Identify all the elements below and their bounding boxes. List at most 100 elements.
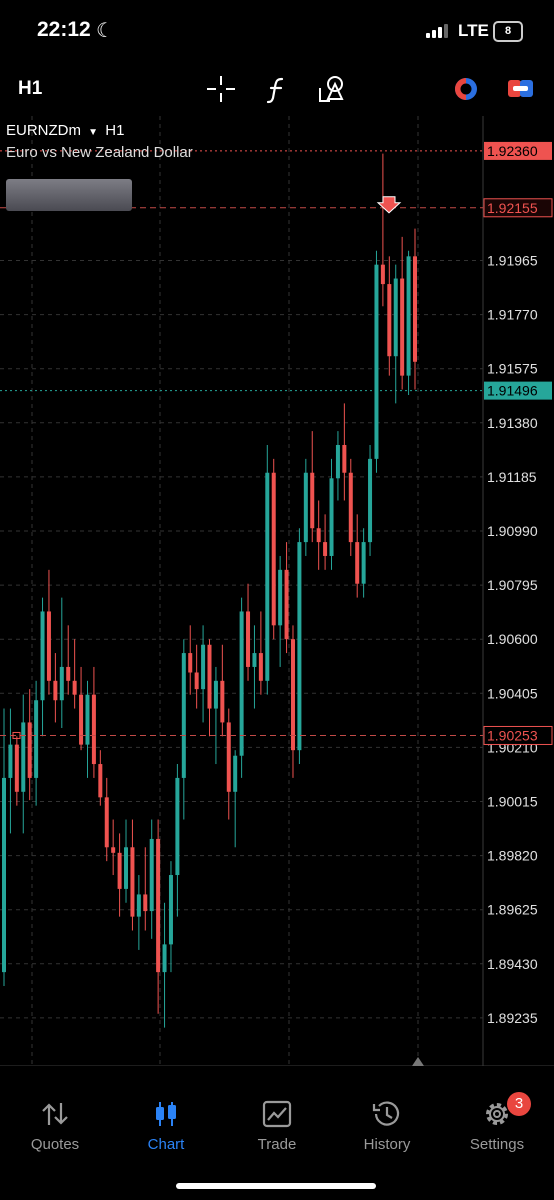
price-axis-label: 1.91575 bbox=[487, 361, 538, 377]
bearish-candle[interactable] bbox=[323, 542, 328, 556]
objects-icon[interactable] bbox=[316, 74, 348, 104]
bearish-candle[interactable] bbox=[316, 528, 321, 543]
bearish-candle[interactable] bbox=[143, 894, 148, 912]
bearish-candle[interactable] bbox=[27, 722, 32, 778]
bearish-candle[interactable] bbox=[348, 472, 353, 543]
high-price-tag-box bbox=[484, 141, 552, 160]
bid-price-tag: 1.91496 bbox=[487, 383, 538, 399]
tab-history[interactable]: History bbox=[332, 1090, 442, 1153]
bearish-candle[interactable] bbox=[355, 542, 360, 584]
bearish-candle[interactable] bbox=[130, 847, 135, 917]
bearish-candle[interactable] bbox=[290, 639, 295, 751]
bullish-candle[interactable] bbox=[252, 653, 257, 667]
bearish-candle[interactable] bbox=[284, 569, 289, 640]
bullish-candle[interactable] bbox=[175, 777, 180, 876]
bullish-candle[interactable] bbox=[124, 847, 129, 889]
bullish-candle[interactable] bbox=[406, 256, 411, 376]
price-axis-label: 1.89235 bbox=[487, 1010, 538, 1026]
bearish-candle[interactable] bbox=[72, 680, 77, 695]
redacted-panel bbox=[6, 179, 132, 211]
bearish-candle[interactable] bbox=[246, 611, 251, 667]
bullish-candle[interactable] bbox=[201, 644, 206, 690]
bullish-candle[interactable] bbox=[162, 944, 167, 973]
bearish-candle[interactable] bbox=[156, 838, 161, 973]
bullish-candle[interactable] bbox=[393, 278, 398, 357]
bullish-candle[interactable] bbox=[265, 472, 270, 681]
bearish-candle[interactable] bbox=[66, 666, 71, 681]
bullish-candle[interactable] bbox=[335, 444, 340, 479]
high-price-tag: 1.92360 bbox=[487, 143, 538, 159]
bearish-candle[interactable] bbox=[220, 680, 225, 723]
bullish-candle[interactable] bbox=[297, 542, 302, 751]
tab-settings[interactable]: Settings bbox=[442, 1090, 552, 1153]
tab-quotes[interactable]: Quotes bbox=[0, 1090, 110, 1153]
bullish-candle[interactable] bbox=[181, 653, 186, 778]
function-icon[interactable] bbox=[262, 74, 294, 104]
bearish-candle[interactable] bbox=[79, 694, 84, 745]
bearish-candle[interactable] bbox=[271, 472, 276, 626]
bullish-candle[interactable] bbox=[278, 569, 283, 626]
crosshair-icon[interactable] bbox=[205, 74, 237, 104]
bullish-candle[interactable] bbox=[85, 694, 90, 745]
bullish-candle[interactable] bbox=[168, 875, 173, 945]
tab-trade[interactable]: Trade bbox=[222, 1090, 332, 1153]
status-bar: 22:12 ☾ LTE 8 bbox=[0, 0, 554, 60]
bullish-candle[interactable] bbox=[239, 611, 244, 756]
tab-label: Quotes bbox=[30, 1136, 80, 1153]
bullish-candle[interactable] bbox=[59, 666, 64, 701]
bearish-candle[interactable] bbox=[14, 744, 19, 792]
order-price-tag: 1.90253 bbox=[487, 727, 538, 743]
bearish-candle[interactable] bbox=[226, 722, 231, 792]
alert-price-tag-box bbox=[483, 198, 553, 218]
bullish-candle[interactable] bbox=[303, 472, 308, 543]
order-price-tag-box bbox=[483, 725, 553, 745]
bearish-candle[interactable] bbox=[380, 264, 385, 285]
bullish-candle[interactable] bbox=[233, 755, 238, 792]
bullish-candle[interactable] bbox=[213, 680, 218, 709]
bullish-candle[interactable] bbox=[21, 722, 26, 792]
bullish-candle[interactable] bbox=[149, 838, 154, 912]
one-click-trading-icon[interactable] bbox=[505, 74, 537, 104]
price-axis-label: 1.89820 bbox=[487, 848, 538, 864]
bullish-candle[interactable] bbox=[374, 264, 379, 459]
symbol-header[interactable]: EURNZDm ▼ H1 bbox=[6, 122, 124, 139]
trade-panel-icon[interactable] bbox=[450, 74, 482, 104]
quotes-arrows-icon bbox=[0, 1090, 110, 1138]
bullish-candle[interactable] bbox=[40, 611, 45, 701]
bullish-candle[interactable] bbox=[329, 478, 334, 556]
bearish-candle[interactable] bbox=[111, 847, 116, 853]
bearish-candle[interactable] bbox=[91, 694, 96, 765]
bearish-candle[interactable] bbox=[98, 764, 103, 798]
bearish-candle[interactable] bbox=[400, 278, 405, 376]
price-chart[interactable]: 1.91965 1.91770 1.91575 1.91380 1.91185 1.909… bbox=[0, 116, 554, 1066]
bearish-candle[interactable] bbox=[413, 256, 417, 362]
tab-chart[interactable]: Chart bbox=[111, 1090, 221, 1153]
bearish-candle[interactable] bbox=[53, 680, 58, 701]
timeframe-selector[interactable]: H1 bbox=[18, 78, 43, 99]
bullish-candle[interactable] bbox=[368, 458, 373, 543]
tab-label: Trade bbox=[257, 1136, 297, 1153]
bullish-candle[interactable] bbox=[34, 700, 39, 778]
bearish-candle[interactable] bbox=[104, 797, 109, 848]
bearish-candle[interactable] bbox=[117, 852, 122, 889]
bullish-candle[interactable] bbox=[8, 744, 13, 778]
bearish-candle[interactable] bbox=[258, 653, 263, 681]
bullish-candle[interactable] bbox=[361, 542, 366, 584]
price-axis-label: 1.90600 bbox=[487, 631, 538, 647]
alert-price-tag: 1.92155 bbox=[487, 200, 538, 216]
bullish-candle[interactable] bbox=[136, 894, 141, 917]
bearish-candle[interactable] bbox=[387, 284, 392, 357]
sell-arrow-icon[interactable] bbox=[376, 196, 402, 214]
bearish-candle[interactable] bbox=[194, 672, 199, 690]
bearish-candle[interactable] bbox=[188, 653, 193, 673]
bearish-candle[interactable] bbox=[46, 611, 51, 681]
bullish-candle[interactable] bbox=[2, 777, 6, 973]
price-axis-label: 1.91380 bbox=[487, 415, 538, 431]
tab-label: Chart bbox=[147, 1136, 185, 1153]
moon-icon: ☾ bbox=[96, 20, 114, 42]
bearish-candle[interactable] bbox=[342, 444, 347, 473]
bearish-candle[interactable] bbox=[310, 472, 315, 529]
home-indicator[interactable] bbox=[176, 1183, 376, 1189]
trade-chart-icon bbox=[222, 1090, 332, 1138]
bearish-candle[interactable] bbox=[207, 644, 212, 709]
